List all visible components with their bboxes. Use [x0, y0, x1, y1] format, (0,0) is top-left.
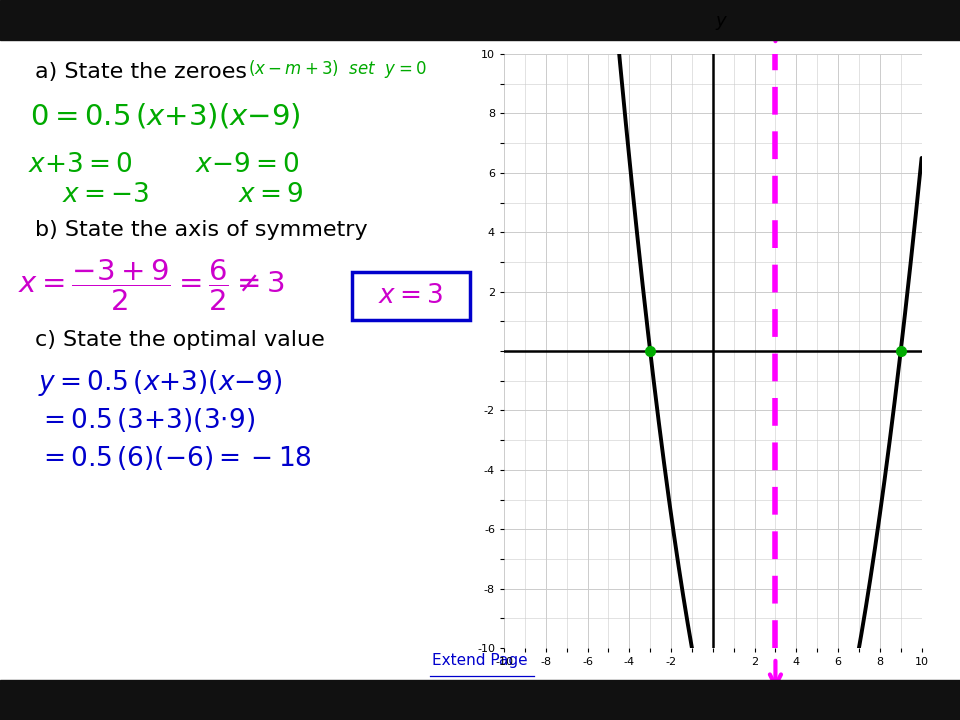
- Text: $x{=}9$: $x{=}9$: [238, 182, 303, 208]
- Text: y: y: [716, 12, 727, 30]
- Text: $x{+}3{=}0$: $x{+}3{=}0$: [28, 152, 132, 178]
- Text: $x = \dfrac{-3+9}{2} = \dfrac{6}{2} \neq 3$: $x = \dfrac{-3+9}{2} = \dfrac{6}{2} \neq…: [18, 258, 284, 313]
- Text: $0{=}0.5\,(x{+}3)(x{-}9)$: $0{=}0.5\,(x{+}3)(x{-}9)$: [30, 102, 300, 131]
- Text: $y{=}0.5\,(x{+}3)(x{-}9)$: $y{=}0.5\,(x{+}3)(x{-}9)$: [38, 368, 282, 398]
- Bar: [352, 272, 470, 320]
- Text: a) State the zeroes: a) State the zeroes: [35, 62, 247, 82]
- Text: $= 0.5\,(6)({-}6) = -18$: $= 0.5\,(6)({-}6) = -18$: [38, 444, 312, 472]
- Bar: [0, 680, 960, 720]
- Bar: [0, 0, 960, 40]
- Text: b) State the axis of symmetry: b) State the axis of symmetry: [35, 220, 368, 240]
- Text: $x = 3$: $x = 3$: [378, 283, 444, 309]
- Text: Extend Page: Extend Page: [432, 653, 528, 668]
- Text: $x{-}9{=}0$: $x{-}9{=}0$: [195, 152, 300, 178]
- Text: $(x-m+3)$  set  $y=0$: $(x-m+3)$ set $y=0$: [248, 58, 426, 80]
- Text: $= 0.5\,(3{+}3)(3{\cdot}9)$: $= 0.5\,(3{+}3)(3{\cdot}9)$: [38, 406, 255, 434]
- Text: $x{=}{-}3$: $x{=}{-}3$: [62, 182, 150, 208]
- Text: c) State the optimal value: c) State the optimal value: [35, 330, 324, 350]
